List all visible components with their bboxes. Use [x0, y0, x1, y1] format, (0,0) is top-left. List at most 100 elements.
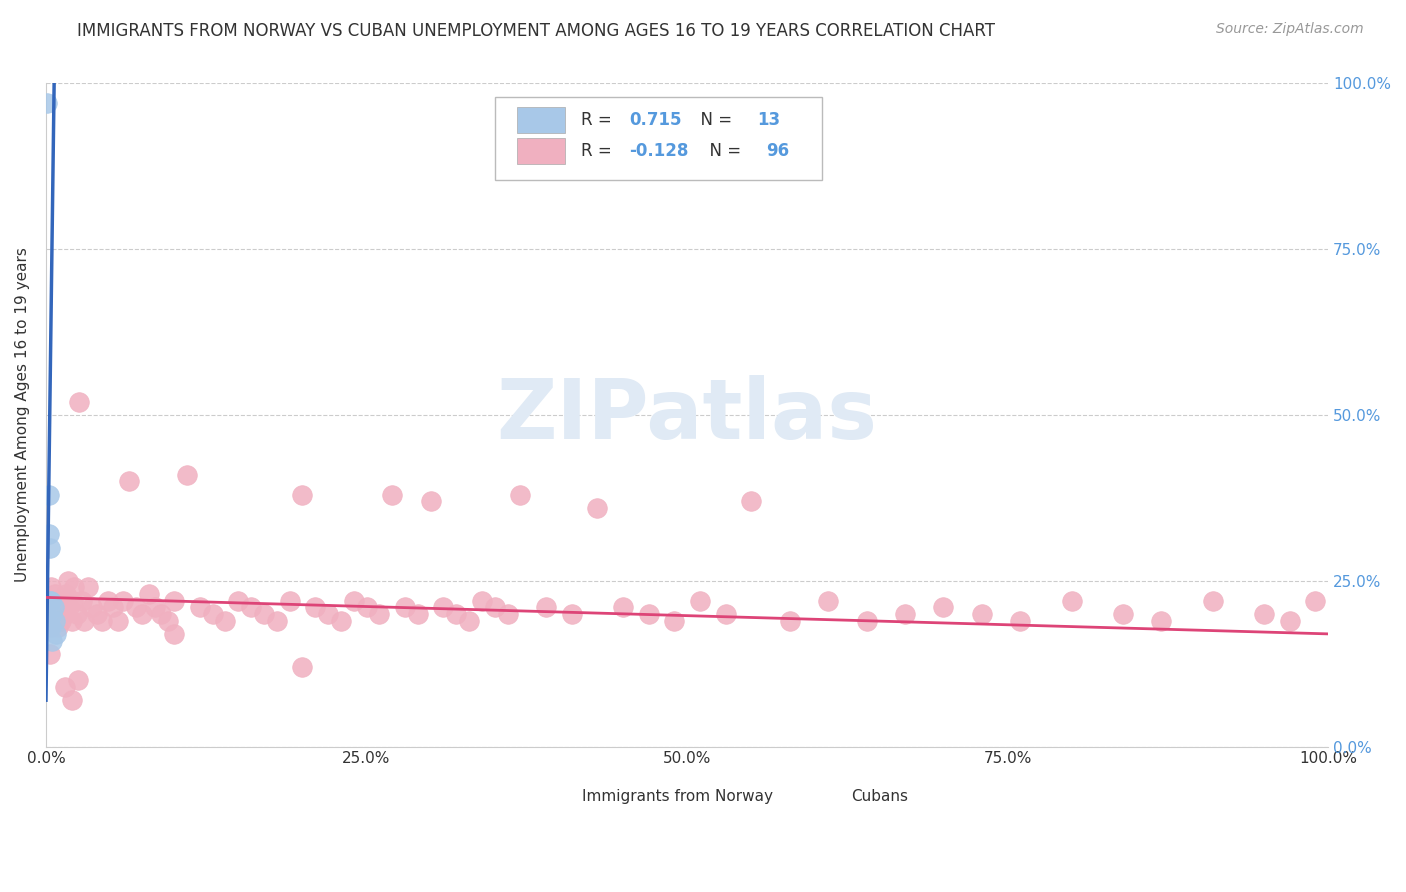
Point [1060, 593, 1083, 607]
Point [894, 607, 917, 621]
Point [214, 614, 236, 628]
Point [855, 614, 877, 628]
Point [176, 467, 198, 482]
Point [107, 614, 129, 628]
Point [201, 607, 224, 621]
Text: N =: N = [689, 111, 737, 129]
Point [817, 593, 839, 607]
Point [304, 600, 326, 615]
Text: N =: N = [699, 142, 747, 160]
Point [240, 600, 263, 615]
Point [45, 627, 67, 641]
Point [1253, 607, 1275, 621]
FancyBboxPatch shape [516, 107, 565, 133]
Point [1010, 614, 1032, 628]
Point [689, 593, 711, 607]
Point [740, 494, 762, 508]
Point [42, 614, 65, 628]
Point [42, 600, 65, 615]
Point [458, 614, 481, 628]
Point [49, 607, 72, 621]
Point [70, 593, 93, 607]
Point [39, 593, 62, 607]
FancyBboxPatch shape [516, 138, 565, 164]
Point [356, 600, 378, 615]
Point [561, 607, 583, 621]
Point [62, 593, 84, 607]
FancyBboxPatch shape [803, 787, 838, 806]
Point [586, 500, 609, 515]
Point [52, 600, 75, 615]
Point [253, 607, 276, 621]
Point [91, 614, 114, 628]
Point [932, 600, 955, 615]
Text: IMMIGRANTS FROM NORWAY VS CUBAN UNEMPLOYMENT AMONG AGES 16 TO 19 YEARS CORRELATI: IMMIGRANTS FROM NORWAY VS CUBAN UNEMPLOY… [77, 22, 995, 40]
Point [45, 600, 67, 615]
Point [343, 593, 366, 607]
Point [226, 593, 249, 607]
Point [111, 593, 134, 607]
Point [86, 607, 108, 621]
Point [471, 593, 494, 607]
Point [970, 607, 993, 621]
Point [446, 607, 468, 621]
Point [118, 475, 141, 489]
Point [53, 680, 76, 694]
Point [66, 673, 89, 688]
Point [38, 488, 60, 502]
FancyBboxPatch shape [495, 96, 821, 179]
Point [67, 394, 90, 409]
Text: 96: 96 [766, 142, 790, 160]
Point [37, 96, 59, 111]
Point [38, 593, 60, 607]
Point [496, 607, 519, 621]
Point [52, 593, 75, 607]
Point [46, 620, 69, 634]
Point [38, 600, 60, 615]
Text: Source: ZipAtlas.com: Source: ZipAtlas.com [1216, 22, 1364, 37]
Point [291, 660, 314, 674]
Point [637, 607, 659, 621]
Point [82, 600, 104, 615]
Point [51, 614, 73, 628]
Point [714, 607, 737, 621]
Point [44, 614, 66, 628]
Point [1150, 614, 1173, 628]
Point [316, 607, 339, 621]
Point [163, 627, 186, 641]
Text: -0.128: -0.128 [630, 142, 689, 160]
Point [53, 607, 76, 621]
Point [131, 607, 153, 621]
Point [101, 600, 124, 615]
Point [1112, 607, 1135, 621]
Point [291, 488, 314, 502]
Point [63, 581, 86, 595]
Text: 0.715: 0.715 [630, 111, 682, 129]
Point [156, 614, 179, 628]
Point [368, 607, 391, 621]
Point [38, 647, 60, 661]
Y-axis label: Unemployment Among Ages 16 to 19 years: Unemployment Among Ages 16 to 19 years [15, 248, 30, 582]
Point [406, 607, 429, 621]
Point [41, 633, 63, 648]
Point [44, 587, 66, 601]
Point [125, 600, 148, 615]
Point [60, 693, 83, 707]
Point [509, 488, 531, 502]
Point [266, 614, 288, 628]
Point [39, 581, 62, 595]
Point [73, 614, 96, 628]
Point [39, 620, 62, 634]
Point [60, 614, 83, 628]
Point [138, 587, 160, 601]
Point [163, 593, 186, 607]
Point [419, 494, 441, 508]
Text: 13: 13 [758, 111, 780, 129]
Point [1202, 593, 1225, 607]
Point [150, 607, 173, 621]
Point [278, 593, 301, 607]
Point [143, 600, 166, 615]
Text: ZIPatlas: ZIPatlas [496, 375, 877, 456]
Point [41, 607, 63, 621]
Point [38, 541, 60, 555]
